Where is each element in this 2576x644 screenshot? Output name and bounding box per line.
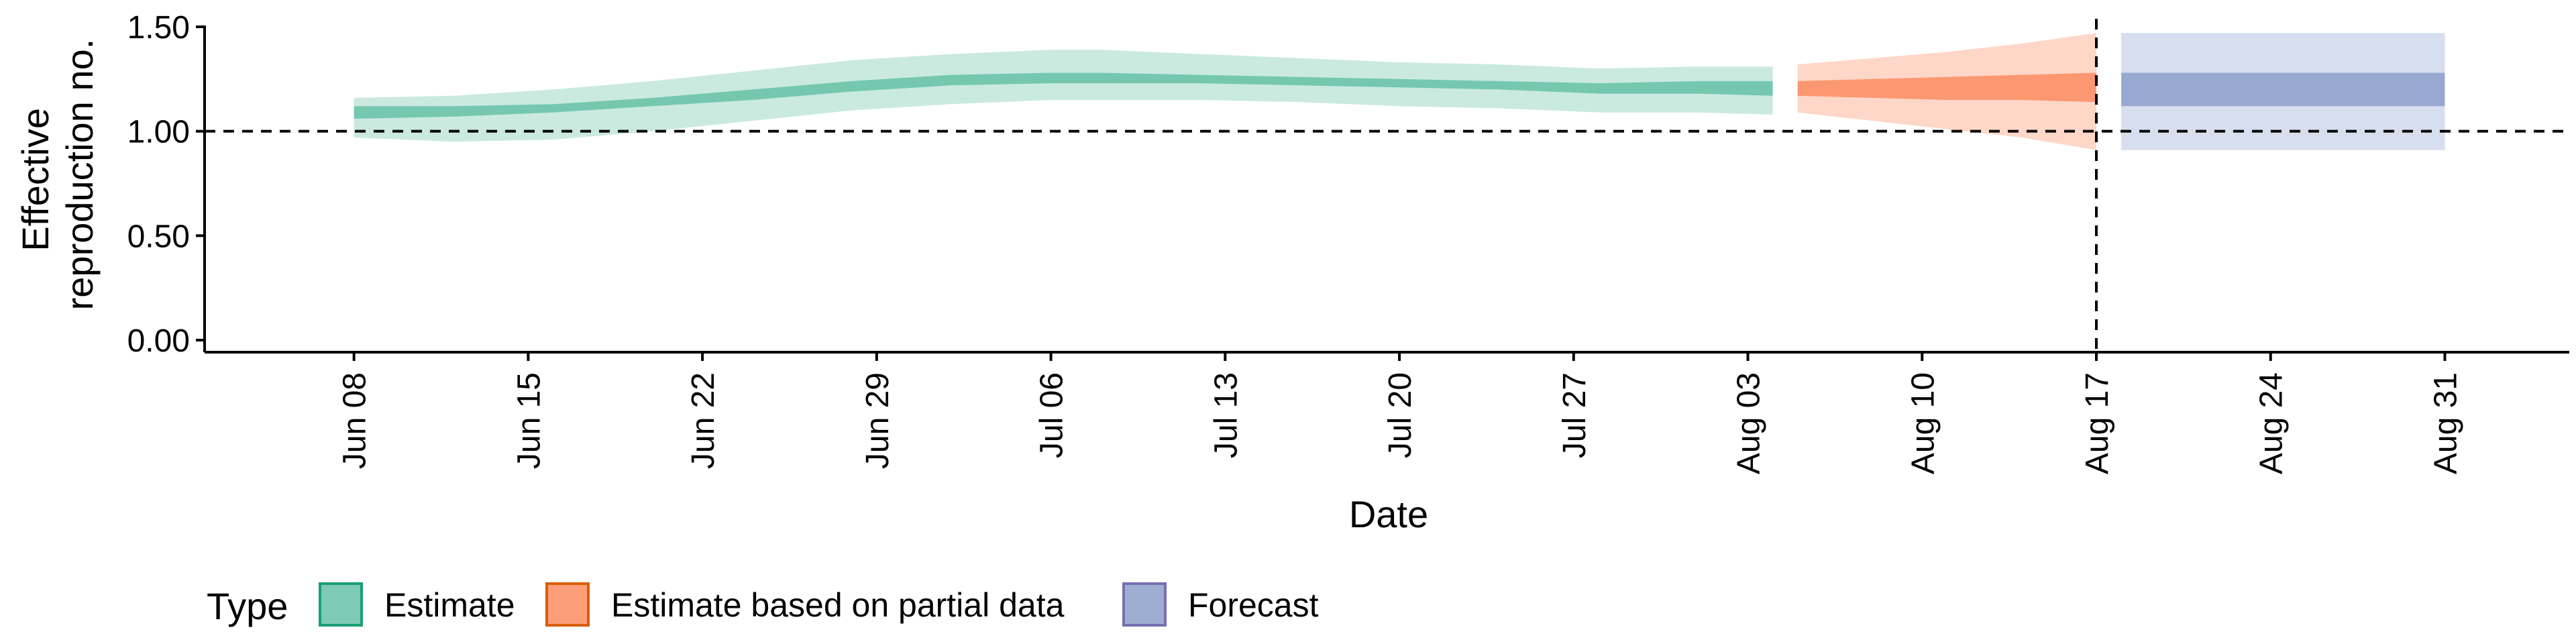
legend-key-forecast: [1122, 582, 1167, 627]
x-axis-title: Date: [1349, 493, 1428, 535]
y-axis-title-line-2: reproduction no.: [58, 39, 101, 311]
legend-key-estimate: [319, 582, 363, 627]
x-tick-label: Jul 20: [1383, 372, 1418, 458]
legend-label-partial: Estimate based on partial data: [611, 586, 1065, 624]
x-tick-label: Aug 17: [2080, 372, 2115, 474]
x-tick-label: Jul 06: [1034, 372, 1070, 458]
y-tick-label: 0.50: [127, 219, 190, 254]
y-tick-label: 1.50: [127, 10, 190, 46]
forecast-50-band: [2121, 72, 2445, 107]
x-tick-label: Jun 29: [860, 372, 896, 469]
x-tick-label: Jul 27: [1557, 372, 1593, 458]
legend-label-forecast: Forecast: [1188, 586, 1319, 624]
estimate-90-band: [354, 50, 1773, 142]
y-tick-label: 1.00: [127, 115, 190, 150]
x-tick-label: Aug 03: [1731, 372, 1767, 474]
x-tick-label: Jun 15: [511, 372, 547, 469]
legend-title: Type: [207, 585, 288, 627]
tick-labels: 0.00 0.50 1.00 1.50 Jun 08 Jun 15 Jun 22 Jun 29…: [127, 10, 2464, 474]
x-tick-label: Aug 24: [2254, 372, 2290, 474]
axes: [196, 25, 2569, 361]
x-tick-label: Aug 31: [2428, 372, 2464, 474]
ribbon-layer: [354, 33, 2445, 150]
y-axis-title: Effective reproduction no.: [14, 39, 101, 311]
x-tick-label: Aug 10: [1905, 372, 1941, 474]
y-axis-title-line-1: Effective: [14, 108, 56, 252]
legend-label-estimate: Estimate: [384, 586, 515, 624]
x-tick-label: Jun 08: [337, 372, 373, 469]
x-tick-label: Jul 13: [1208, 372, 1244, 458]
x-tick-label: Jun 22: [686, 372, 721, 469]
legend-key-partial: [545, 582, 590, 627]
estimate-50-band: [354, 72, 1773, 119]
y-tick-label: 0.00: [127, 323, 190, 359]
legend: Type Estimate Estimate based on partial …: [207, 582, 1319, 627]
estimate-based-on-partial-data-50-band: [1797, 72, 2096, 103]
